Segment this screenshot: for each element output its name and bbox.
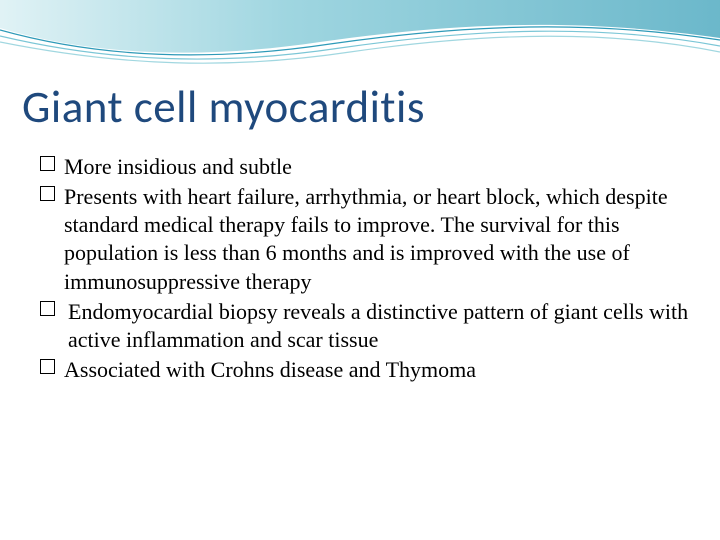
bullet-text: Endomyocardial biopsy reveals a distinct… <box>68 299 688 352</box>
square-bullet-icon <box>40 301 55 316</box>
bullet-text: Associated with Crohns disease and Thymo… <box>64 357 476 382</box>
slide-content: Giant cell myocarditis More insidious an… <box>22 80 690 386</box>
bullet-item: Associated with Crohns disease and Thymo… <box>40 356 690 384</box>
square-bullet-icon <box>40 156 55 171</box>
bullet-item: More insidious and subtle <box>40 153 690 181</box>
bullet-text: Presents with heart failure, arrhythmia,… <box>64 184 668 293</box>
square-bullet-icon <box>40 359 55 374</box>
bullet-item: Presents with heart failure, arrhythmia,… <box>40 183 690 296</box>
decorative-wave <box>0 0 720 90</box>
bullet-text: More insidious and subtle <box>64 154 292 179</box>
square-bullet-icon <box>40 186 55 201</box>
bullet-item: Endomyocardial biopsy reveals a distinct… <box>40 298 690 354</box>
slide-title: Giant cell myocarditis <box>22 80 690 135</box>
bullet-list: More insidious and subtle Presents with … <box>22 153 690 384</box>
